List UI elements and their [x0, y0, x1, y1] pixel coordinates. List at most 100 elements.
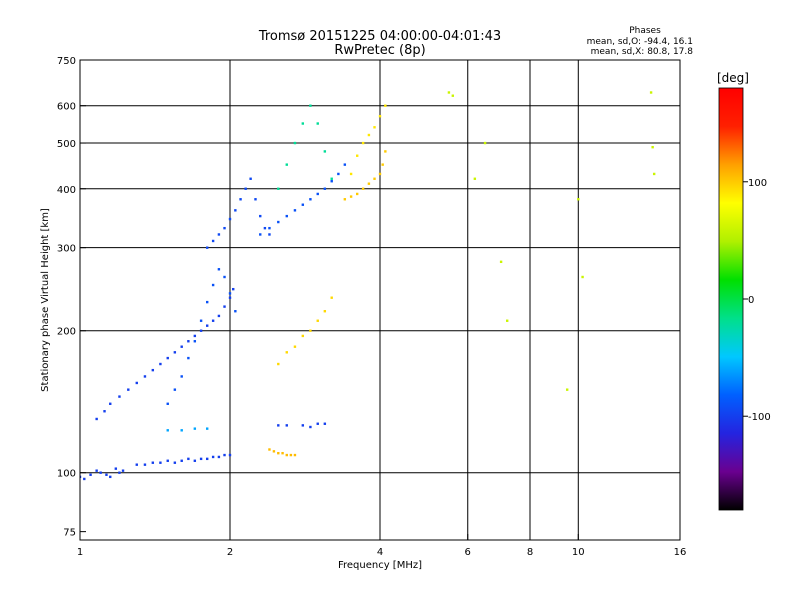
data-point: [89, 473, 92, 476]
data-point: [277, 451, 280, 455]
data-point: [483, 141, 487, 145]
data-point: [234, 310, 237, 313]
data-point: [173, 351, 177, 354]
data-point: [166, 429, 169, 432]
x-tick-label: 8: [527, 547, 533, 558]
data-point: [293, 209, 297, 212]
data-point: [249, 177, 252, 180]
data-point: [173, 388, 177, 391]
data-point: [277, 362, 280, 366]
data-point: [268, 448, 271, 451]
data-point: [217, 314, 221, 318]
data-point: [649, 91, 653, 94]
data-point: [451, 94, 455, 97]
data-point: [378, 172, 382, 176]
data-point: [180, 429, 183, 432]
x-axis-label: Frequency [MHz]: [338, 560, 422, 571]
data-point: [447, 91, 451, 94]
data-point: [121, 469, 125, 472]
stats-label: Phases: [629, 26, 661, 36]
data-point: [652, 172, 656, 176]
data-point: [293, 453, 297, 457]
colorbar-tick-label: -100: [748, 412, 771, 423]
data-point: [211, 283, 215, 287]
data-point: [151, 461, 155, 464]
data-point: [285, 453, 288, 457]
data-point: [355, 192, 359, 196]
data-point: [337, 172, 340, 176]
data-point: [254, 198, 257, 201]
data-point: [228, 217, 232, 221]
data-point: [316, 422, 319, 425]
data-point: [143, 463, 147, 466]
data-point: [166, 356, 169, 360]
data-point: [355, 154, 359, 157]
data-point: [223, 453, 226, 457]
data-point: [205, 427, 209, 430]
data-point: [330, 180, 333, 183]
y-axis-ticks: 75 100 200 300 400 500 600 750: [57, 56, 86, 539]
data-point: [301, 334, 305, 338]
data-point: [187, 457, 190, 461]
data-point: [114, 467, 118, 470]
data-point: [228, 453, 232, 457]
y-tick-label: 300: [57, 244, 76, 255]
data-point: [581, 275, 584, 279]
data-point: [259, 233, 262, 236]
data-point: [205, 324, 209, 327]
data-point: [95, 417, 98, 421]
data-point: [323, 150, 327, 153]
data-point: [323, 187, 327, 190]
data-point: [109, 402, 112, 405]
y-tick-label: 100: [57, 469, 76, 480]
data-point: [309, 104, 312, 107]
x-tick-label: 2: [227, 547, 233, 558]
data-point: [159, 461, 162, 464]
data-point: [127, 388, 130, 391]
data-point: [223, 305, 226, 308]
data-point: [343, 198, 347, 201]
data-point: [109, 475, 112, 479]
colorbar-tick-label: 0: [748, 295, 754, 306]
data-point: [349, 195, 353, 198]
stats-line-o: mean, sd,O: -94.4, 16.1: [587, 37, 693, 47]
data-point: [330, 177, 333, 180]
data-point: [105, 473, 108, 476]
data-point: [277, 187, 280, 190]
data-point: [323, 422, 327, 425]
data-point: [187, 340, 190, 343]
data-point: [301, 424, 305, 427]
y-tick-label: 750: [57, 56, 76, 67]
colorbar-unit: [deg]: [717, 71, 749, 85]
data-point: [211, 455, 215, 459]
x-tick-label: 1: [77, 547, 83, 558]
grid: [80, 60, 680, 540]
data-point: [272, 450, 276, 453]
colorbar-tick-label: 100: [748, 178, 767, 189]
data-point: [223, 275, 226, 279]
data-point: [99, 471, 102, 474]
x-tick-label: 4: [377, 547, 383, 558]
data-point: [293, 141, 297, 145]
y-tick-label: 200: [57, 327, 76, 338]
data-point: [323, 310, 327, 313]
data-points: [80, 91, 656, 481]
chart-title: Tromsø 20151225 04:00:00-04:01:43: [258, 29, 501, 44]
data-point: [118, 395, 121, 398]
data-point: [180, 345, 183, 348]
data-point: [211, 239, 215, 243]
data-point: [205, 300, 209, 304]
y-tick-label: 500: [57, 139, 76, 150]
data-point: [263, 226, 267, 230]
data-point: [309, 425, 312, 429]
data-point: [301, 122, 305, 125]
data-point: [301, 203, 305, 206]
data-point: [289, 453, 293, 457]
data-point: [259, 214, 262, 218]
data-point: [367, 133, 371, 137]
data-point: [361, 187, 365, 190]
data-point: [268, 233, 271, 236]
data-point: [285, 351, 288, 354]
data-point: [199, 319, 203, 322]
data-point: [143, 375, 147, 378]
